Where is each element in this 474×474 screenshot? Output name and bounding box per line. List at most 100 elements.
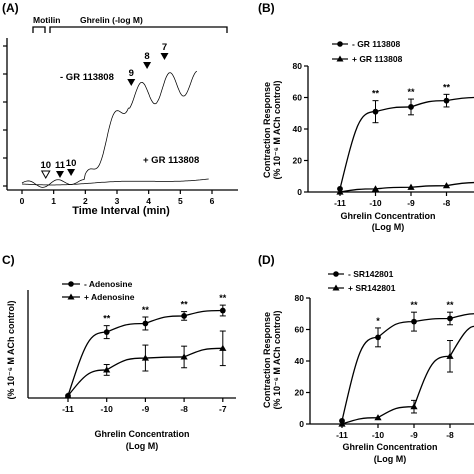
panel-c-significance: **: [142, 305, 150, 315]
legend-triangle-marker: [332, 284, 340, 291]
panel-c-point-circle: [181, 313, 188, 319]
panel-d-x-tick-label: -9: [410, 430, 418, 440]
panel-c: C) (% 10⁻⁶ M ACh control) -11 -10 -9 -8 -7 G…: [2, 253, 236, 451]
panel-c-plot: ** ** ** **: [64, 293, 227, 399]
panel-a-x-tick-label: 3: [115, 196, 120, 206]
panel-d-y-tick-label: 20: [295, 388, 305, 398]
panel-d-y-tick-label: 60: [295, 325, 305, 335]
panel-a-label: (A): [2, 1, 19, 15]
legend-circle-marker: [337, 41, 343, 47]
panel-a-x-tick-label: 5: [178, 196, 183, 206]
dose-marker-label: 10: [66, 158, 77, 169]
panel-a-y-ticks: [3, 45, 7, 187]
panel-c-x-tick-label: -7: [219, 404, 227, 414]
panel-d-x-tick-label: -11: [336, 430, 348, 440]
panel-c-x-label-units: (Log M): [126, 441, 158, 451]
panel-b-x-tick-label: -9: [407, 198, 415, 208]
panel-b-x-label: Ghrelin Concentration: [340, 211, 435, 221]
panel-c-significance: **: [219, 293, 227, 303]
panel-d-point-circle: [375, 334, 381, 341]
panel-b-y-ticks: 0 20 40 60 80: [293, 61, 308, 197]
panel-c-x-ticks: -11 -10 -9 -8 -7: [62, 398, 227, 414]
panel-d-point-circle: [447, 315, 453, 322]
panel-d-point-triangle: [446, 352, 454, 359]
panel-d-x-label-units: (Log M): [374, 454, 406, 464]
panel-a-x-tick-label: 6: [210, 196, 215, 206]
panel-b-legend: - GR 113808 + GR 113808: [332, 39, 403, 64]
panel-c-y-label-units: (% 10⁻⁶ M ACh control): [6, 300, 16, 399]
panel-d-legend-series-1: - SR142801: [348, 269, 394, 279]
dose-marker-label: 7: [162, 42, 167, 53]
dose-marker-arrow: [160, 53, 169, 60]
panel-a-x-tick-label: 4: [146, 196, 151, 206]
panel-c-x-label: Ghrelin Concentration: [94, 429, 189, 439]
panel-c-label: C): [2, 253, 15, 267]
panel-c-point-triangle: [64, 392, 72, 399]
legend-triangle-marker: [67, 293, 75, 300]
panel-c-point-triangle: [219, 344, 227, 351]
legend-triangle-marker: [336, 55, 344, 62]
motilin-bar: [32, 26, 46, 33]
panel-c-point-circle: [142, 320, 149, 327]
dose-marker-label: 8: [144, 51, 149, 62]
panel-d-point-triangle: [338, 420, 346, 427]
panel-d-x-ticks: -11 -10 -9 -8: [336, 424, 454, 440]
ghrelin-dose-label: Ghrelin (-log M): [80, 15, 143, 25]
panel-d-y-label: Contraction Response: [262, 312, 272, 408]
trace-without-gr113808: [21, 70, 198, 188]
panel-d: (D) Contraction Response (% 10⁻⁶ M ACh c…: [258, 253, 474, 464]
panel-c-legend-series-1: - Adenosine: [84, 279, 133, 289]
series-label-with-gr113808: + GR 113808: [143, 155, 199, 166]
dose-marker-label: 9: [129, 68, 134, 79]
panel-b-x-tick-label: -11: [334, 198, 346, 208]
panel-b-x-label-units: (Log M): [372, 222, 404, 232]
panel-b-y-tick-label: 0: [297, 187, 302, 197]
panel-b-significance: **: [443, 82, 451, 92]
dose-marker-label: 11: [55, 160, 66, 171]
panel-b-x-tick-label: -10: [369, 198, 382, 208]
panel-d-curve-1: [341, 313, 474, 421]
panel-d-point-triangle: [374, 414, 382, 421]
panel-c-x-tick-label: -9: [142, 404, 150, 414]
ghrelin-bar: [49, 26, 228, 33]
panel-d-significance: **: [410, 300, 418, 310]
panel-d-y-tick-label: 40: [295, 356, 305, 366]
motilin-label: Motilin: [33, 15, 60, 25]
panel-b-significance: **: [372, 89, 380, 99]
panel-b-plot: ** ** **: [336, 82, 474, 195]
legend-circle-marker: [68, 281, 74, 287]
panel-d-y-label-units: (% 10⁻⁶ M ACh control): [272, 310, 282, 409]
panel-b-point-triangle: [442, 182, 451, 189]
dose-marker-arrow: [67, 169, 76, 176]
panel-b-label: (B): [258, 1, 275, 15]
panel-a-x-tick-label: 2: [83, 196, 88, 206]
panel-a: (A) Motilin Ghrelin (-log M) 0 1 2 3 4 5 6 Tim…: [2, 1, 238, 217]
panel-c-legend: - Adenosine + Adenosine: [62, 279, 135, 302]
panel-b-y-label: Contraction Response: [262, 82, 272, 178]
panel-d-curve-2: [341, 325, 474, 425]
panel-b-curve-2: [339, 181, 474, 193]
panel-d-plot: *** **: [338, 300, 474, 427]
panel-d-legend: - SR142801 + SR142801: [328, 269, 396, 293]
panel-d-y-ticks: 0 20 40 60 80: [295, 293, 310, 429]
panel-a-x-tick-label: 1: [51, 196, 56, 206]
panel-b-significance: **: [407, 87, 415, 97]
panel-d-y-tick-label: 80: [295, 293, 305, 303]
panel-c-point-triangle: [141, 354, 149, 361]
panel-b-curve-1: [339, 96, 474, 190]
panel-b-y-tick-label: 20: [293, 156, 303, 166]
panel-c-legend-series-2: + Adenosine: [84, 292, 135, 302]
panel-b-y-label-units: (% 10⁻⁶ M ACh control): [272, 80, 282, 179]
dose-marker-label: 10: [40, 160, 51, 171]
legend-circle-marker: [333, 271, 339, 277]
panel-b-point-triangle: [336, 188, 344, 195]
panel-d-x-tick-label: -8: [446, 430, 454, 440]
trace-with-gr113808: [21, 178, 209, 186]
panel-c-x-tick-label: -8: [180, 404, 188, 414]
panel-d-point-triangle: [410, 403, 418, 410]
panel-b-x-ticks: -11 -10 -9 -8: [334, 192, 451, 208]
panel-c-point-triangle: [180, 353, 188, 360]
dose-marker-arrow: [143, 62, 152, 69]
